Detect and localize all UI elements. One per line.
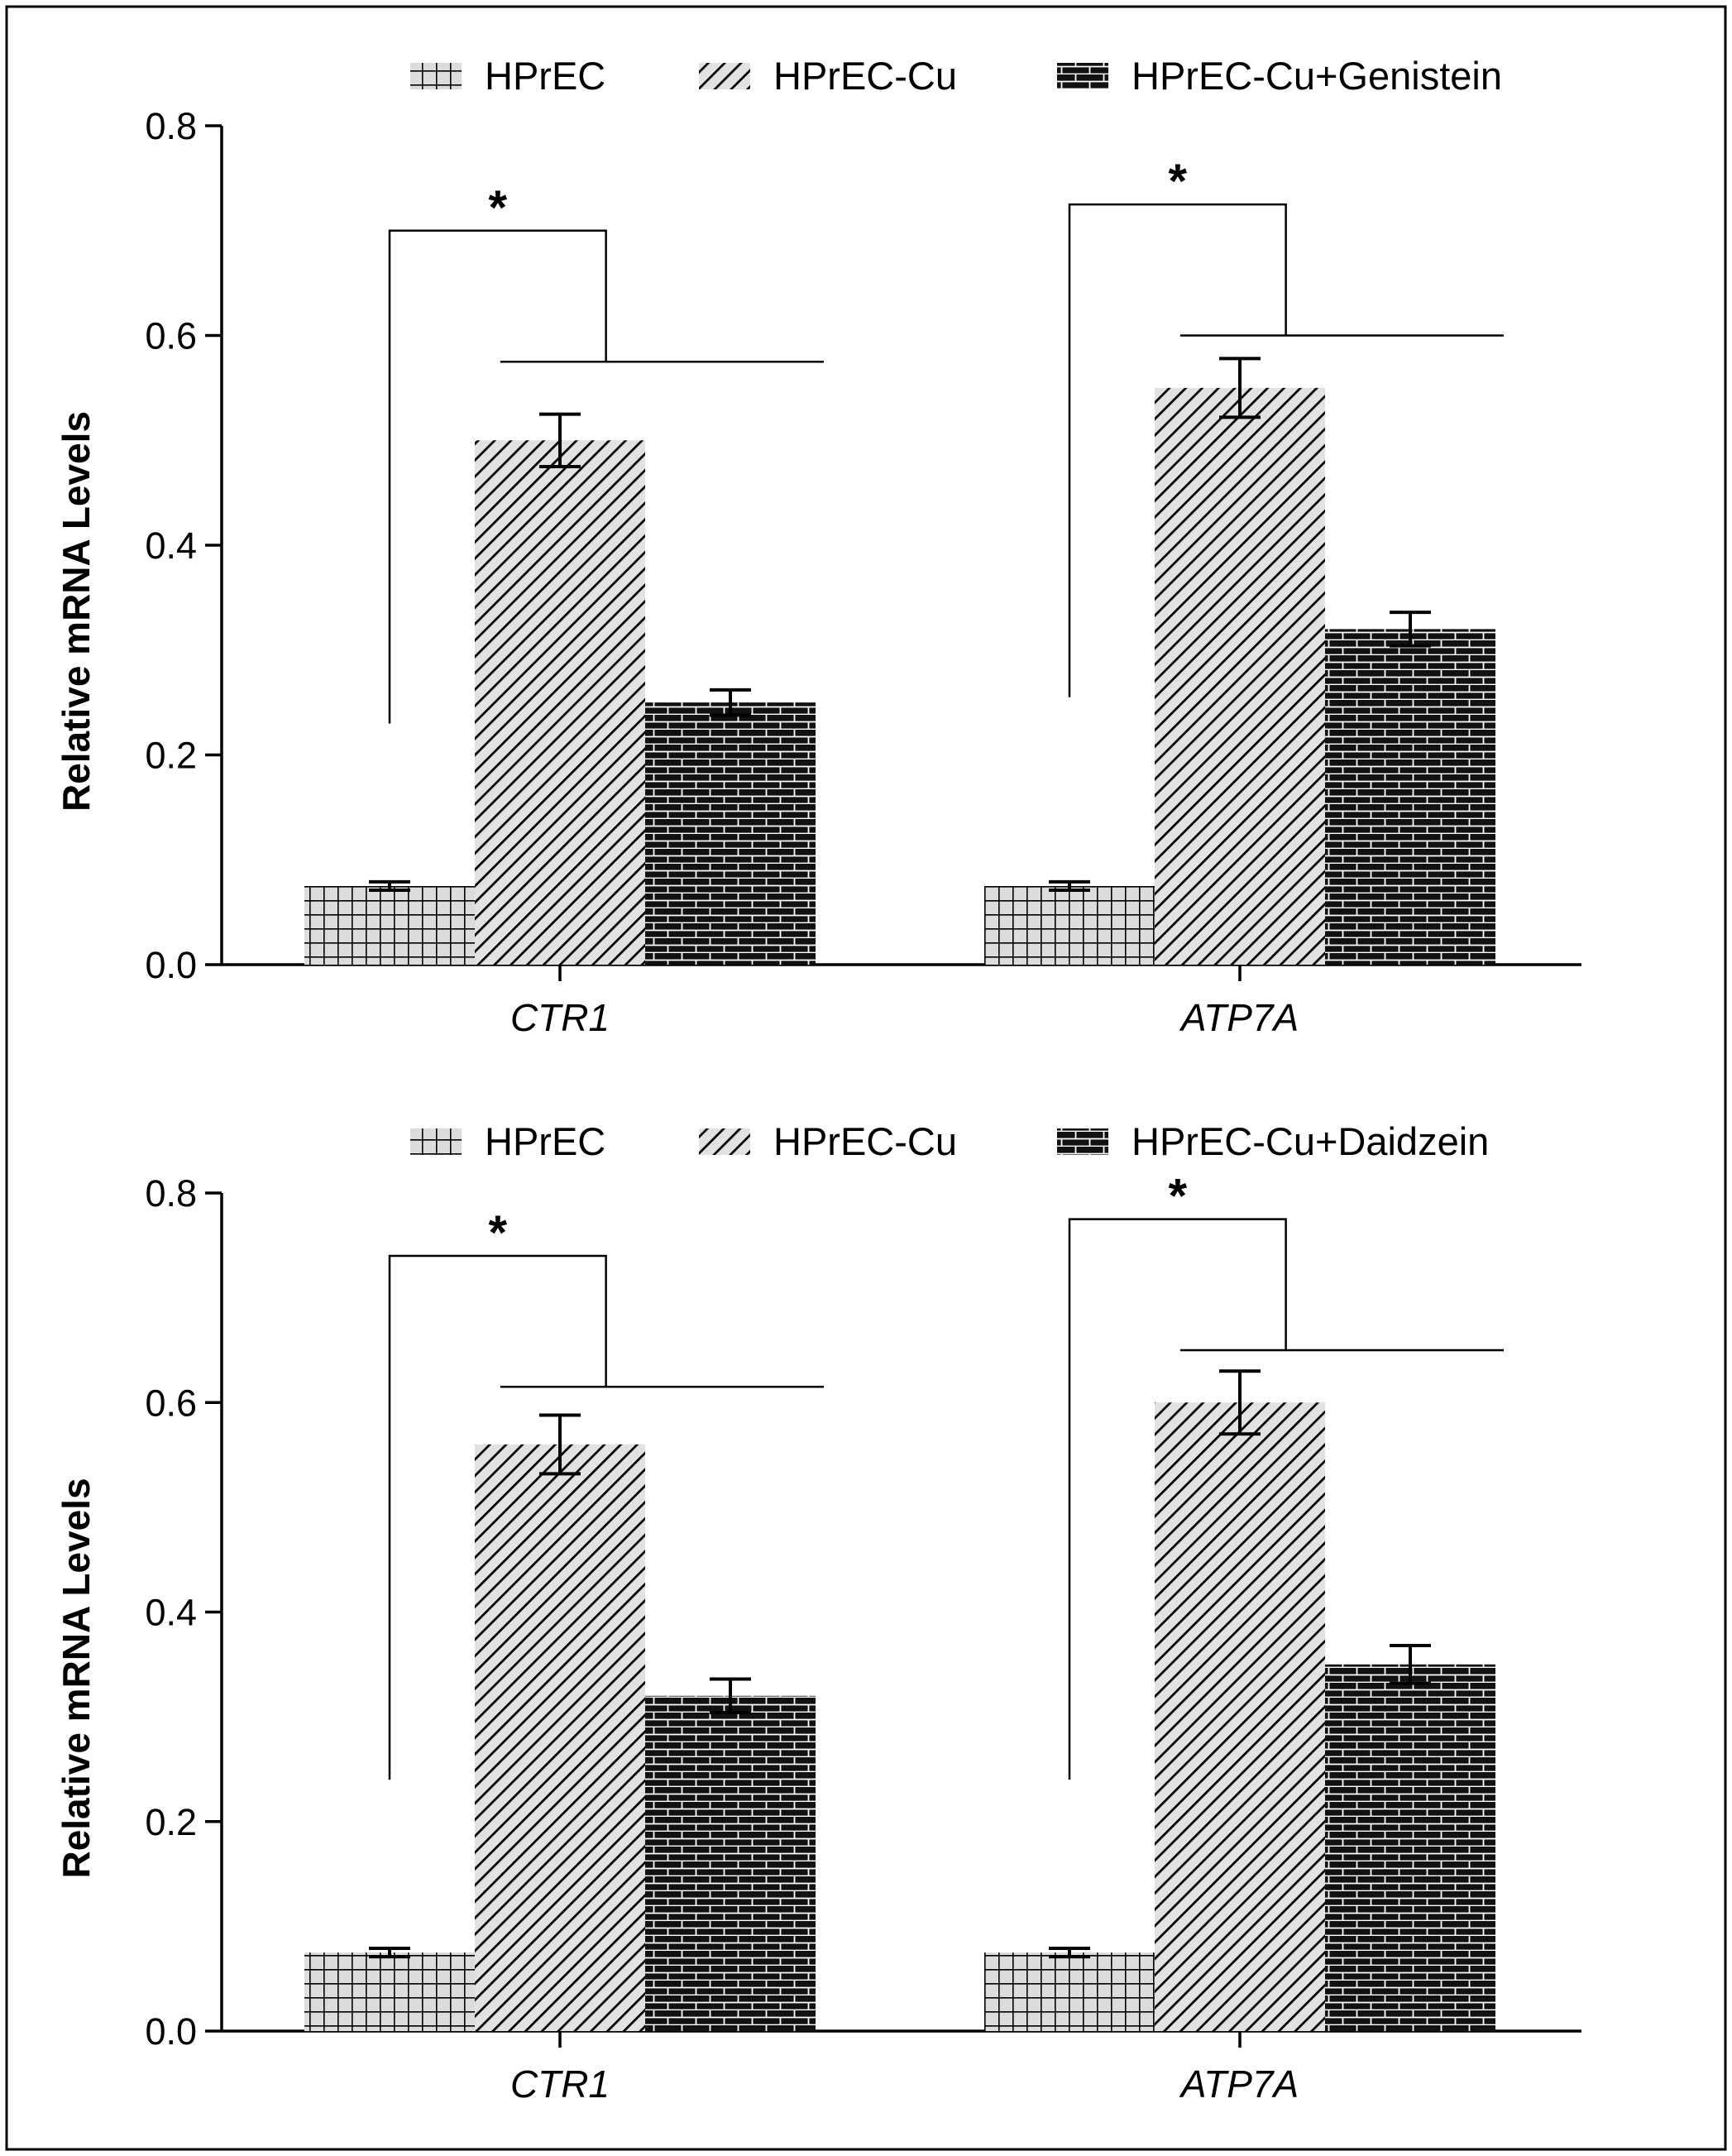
y-tick-label: 0.6 (145, 315, 197, 357)
y-tick-label: 0.4 (145, 525, 197, 567)
legend-label: HPrEC (485, 1119, 605, 1163)
chart-panel-genistein: HPrEC HPrEC-Cu HPrEC-Cu+Genistein 0.0 0.2 0.4… (55, 54, 1581, 1039)
y-tick-label: 0.4 (145, 1592, 197, 1634)
bar (1325, 1664, 1495, 2031)
bar (1155, 1402, 1325, 2031)
legend-label: HPrEC-Cu (773, 1119, 957, 1163)
legend-swatch (699, 1128, 750, 1155)
legend-label: HPrEC-Cu+Daidzein (1132, 1119, 1489, 1163)
significance-bracket (1068, 203, 1287, 697)
significance-star: * (489, 181, 508, 235)
y-tick-label: 0.0 (145, 944, 197, 986)
bar (304, 885, 475, 965)
y-tick-label: 0.8 (145, 105, 197, 147)
bar (475, 440, 645, 965)
y-tick-label: 0.2 (145, 735, 197, 777)
legend-label: HPrEC (485, 54, 605, 98)
significance-bracket (388, 229, 607, 724)
y-tick-label: 0.2 (145, 1801, 197, 1843)
bar (645, 1695, 816, 2031)
significance-bracket (388, 1254, 607, 1780)
bar (475, 1444, 645, 2031)
x-tick-label: ATP7A (1179, 996, 1299, 1039)
significance-star: * (1169, 155, 1188, 208)
significance-star: * (489, 1206, 508, 1260)
chart-panel-daidzein: HPrEC HPrEC-Cu HPrEC-Cu+Daidzein 0.0 0.2 0.4 0… (55, 1119, 1581, 2106)
legend-swatch (1057, 1128, 1108, 1155)
x-tick-label: CTR1 (510, 996, 610, 1039)
legend-swatch (1057, 63, 1108, 89)
x-tick-label: CTR1 (510, 2063, 610, 2106)
legend: HPrEC HPrEC-Cu HPrEC-Cu+Daidzein (410, 1119, 1489, 1163)
legend-label: HPrEC-Cu+Genistein (1132, 54, 1502, 98)
legend-label: HPrEC-Cu (773, 54, 957, 98)
legend-swatch (410, 1128, 462, 1155)
legend-swatch (410, 63, 462, 89)
x-tick-label: ATP7A (1179, 2063, 1299, 2106)
bar (1325, 629, 1495, 965)
y-tick-label: 0.8 (145, 1172, 197, 1215)
bar (645, 702, 816, 965)
y-tick-label: 0.6 (145, 1382, 197, 1424)
significance-bracket (1068, 1218, 1287, 1780)
bar (1155, 387, 1325, 965)
y-tick-label: 0.0 (145, 2010, 197, 2053)
bar (304, 1952, 475, 2031)
bar (984, 1952, 1155, 2031)
y-axis-label: Relative mRNA Levels (55, 1478, 98, 1878)
legend: HPrEC HPrEC-Cu HPrEC-Cu+Genistein (410, 54, 1502, 98)
bar (984, 885, 1155, 965)
significance-star: * (1169, 1170, 1188, 1224)
y-axis-label: Relative mRNA Levels (55, 411, 98, 812)
legend-swatch (699, 63, 750, 89)
